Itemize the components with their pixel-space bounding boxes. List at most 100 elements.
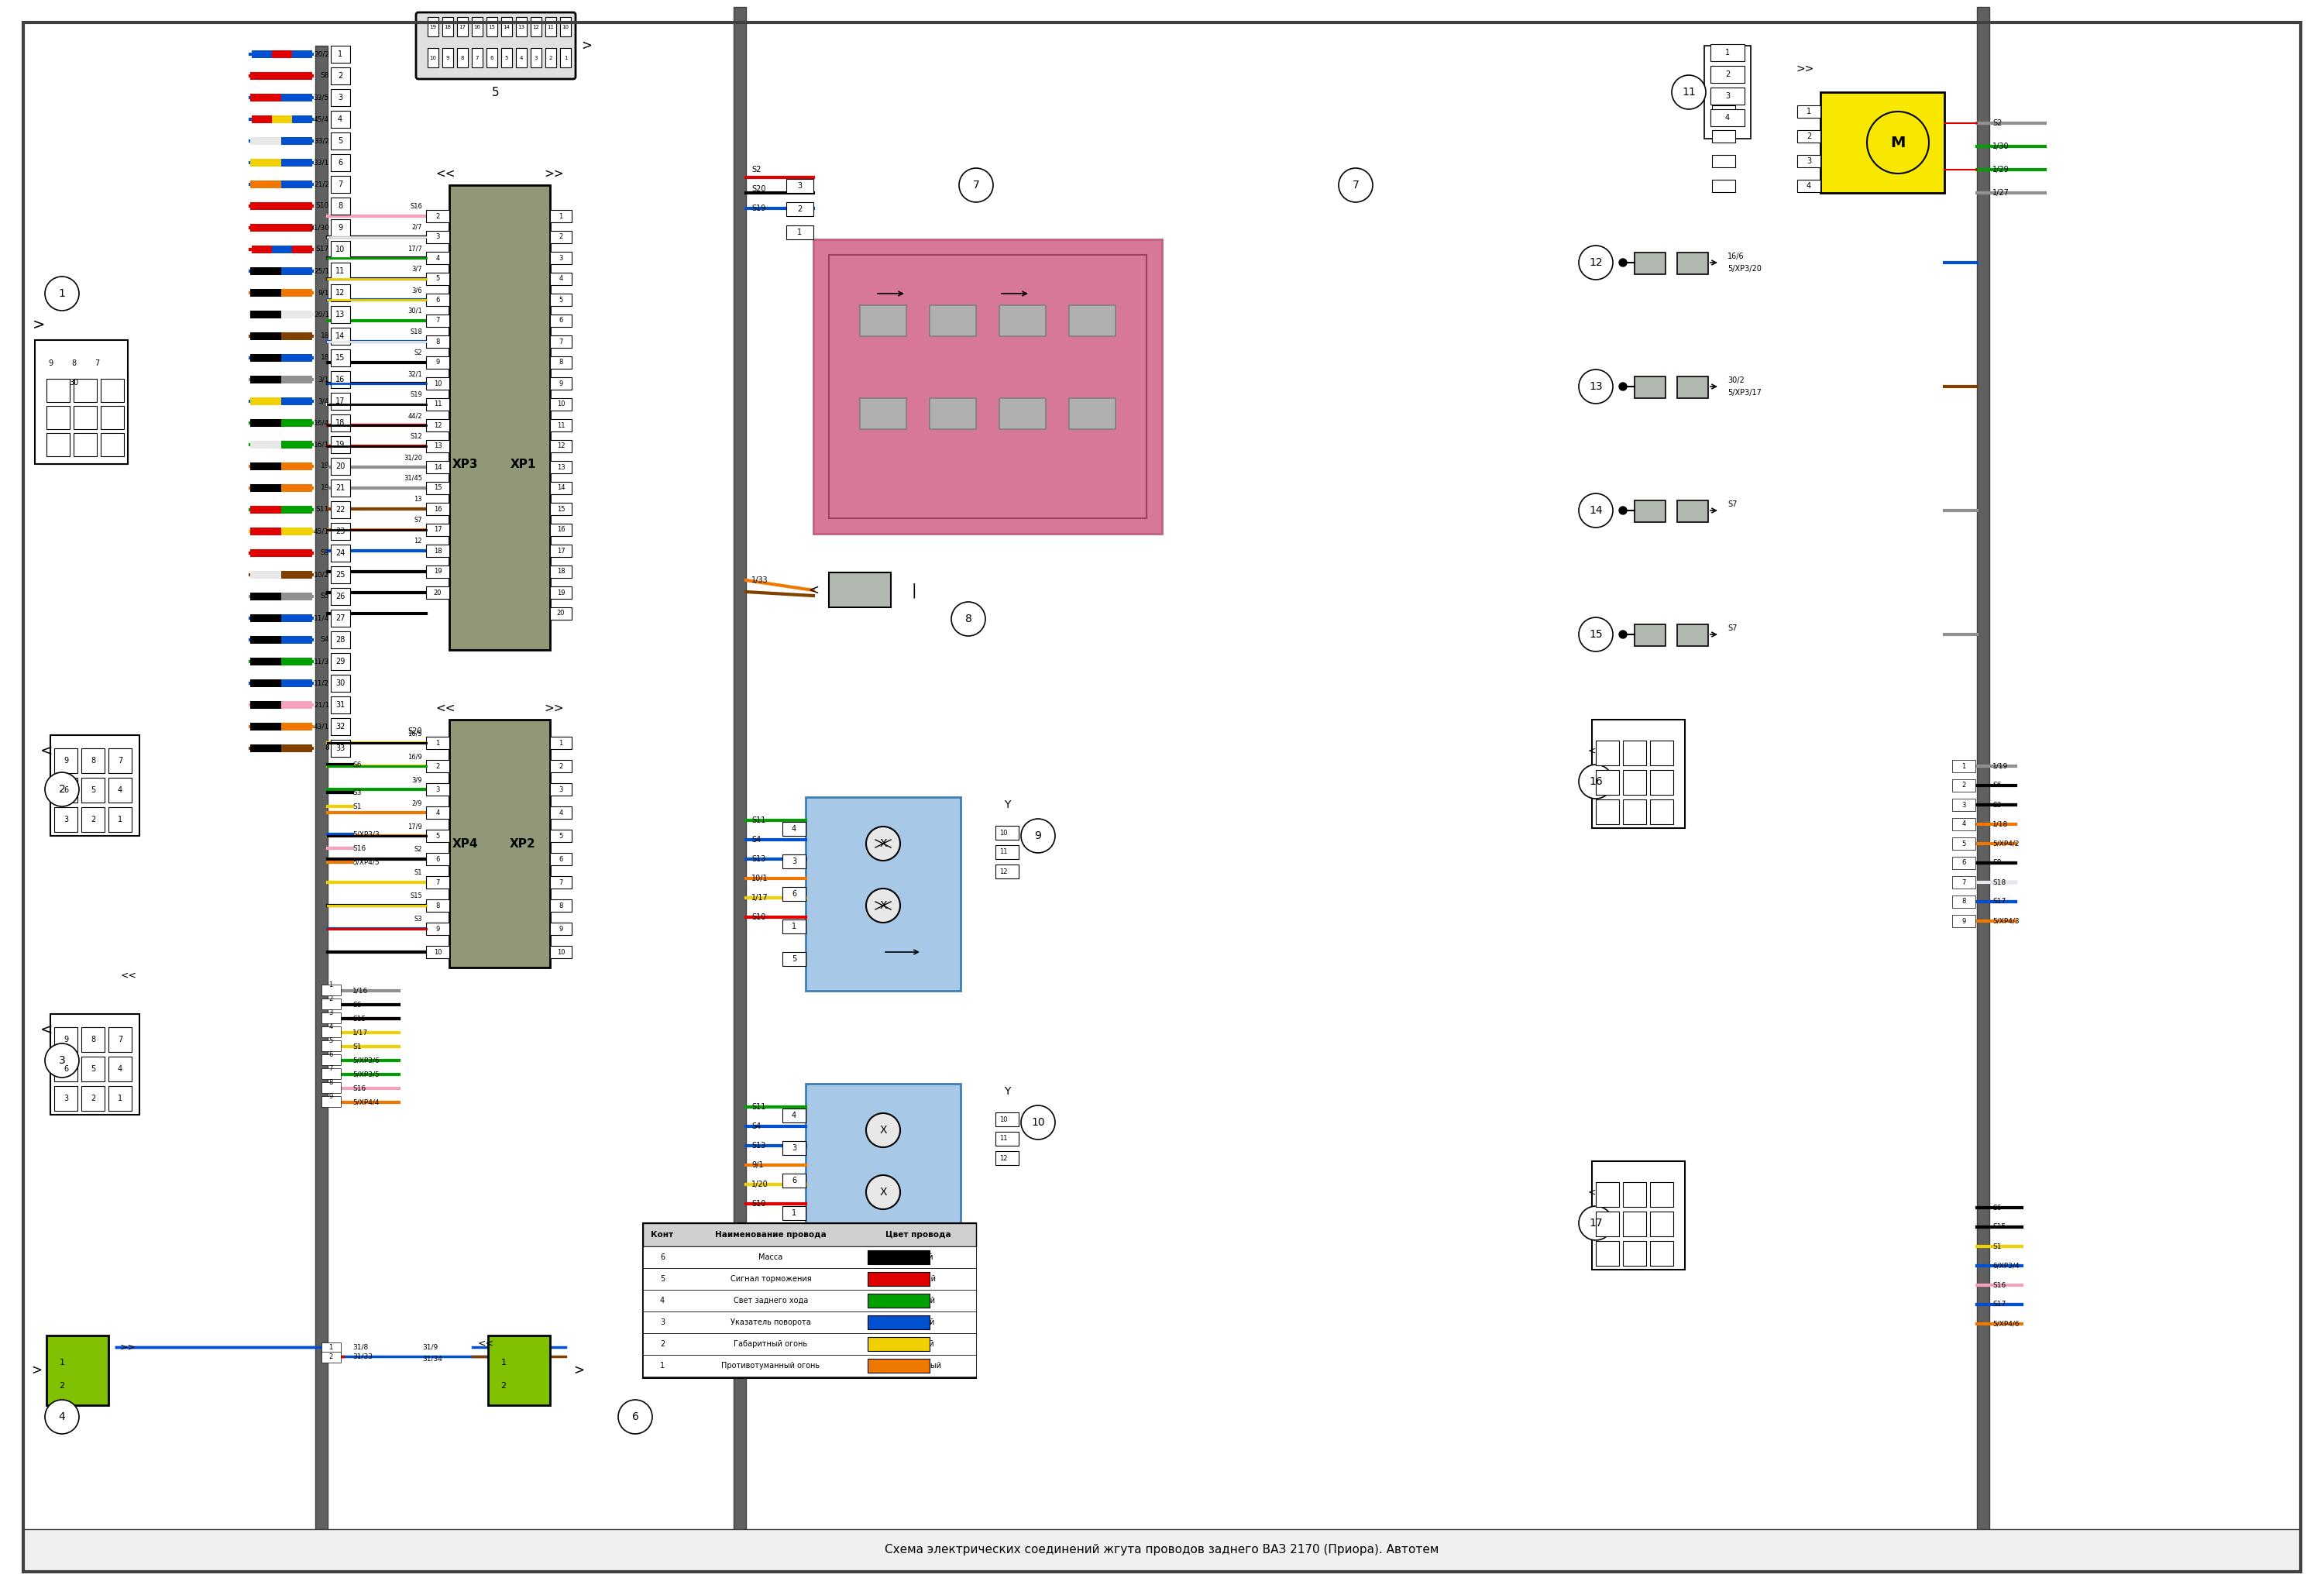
- Bar: [1710, 88, 1745, 105]
- Bar: [425, 783, 449, 796]
- Text: 4: 4: [435, 809, 439, 817]
- Text: 26: 26: [335, 593, 344, 600]
- Text: Y: Y: [1004, 1086, 1011, 1097]
- Bar: [281, 440, 311, 448]
- Text: 3/7: 3/7: [411, 266, 423, 273]
- Bar: [551, 807, 572, 818]
- Bar: [530, 48, 541, 67]
- Bar: [81, 1027, 105, 1053]
- Text: Противотуманный огонь: Противотуманный огонь: [720, 1362, 820, 1370]
- Bar: [272, 246, 293, 254]
- Text: 1: 1: [58, 289, 65, 298]
- Bar: [1622, 1212, 1645, 1236]
- Bar: [551, 759, 572, 772]
- Text: 4: 4: [435, 255, 439, 262]
- Bar: [330, 589, 351, 605]
- Circle shape: [1866, 112, 1929, 174]
- Bar: [109, 1086, 132, 1110]
- Text: 27: 27: [335, 614, 344, 622]
- Text: 10: 10: [999, 1116, 1006, 1123]
- Bar: [330, 740, 351, 758]
- Bar: [867, 1359, 930, 1373]
- Text: S18: S18: [1992, 879, 2006, 885]
- Text: >>: >>: [121, 1341, 135, 1353]
- Text: 9/1: 9/1: [318, 289, 330, 297]
- Text: 5/XP3/17: 5/XP3/17: [1727, 389, 1762, 397]
- Text: 1: 1: [792, 922, 797, 930]
- Bar: [281, 723, 311, 731]
- Text: 4: 4: [328, 1022, 332, 1030]
- Text: 2: 2: [58, 785, 65, 794]
- Text: 45/4: 45/4: [314, 116, 330, 123]
- Bar: [1952, 895, 1975, 908]
- Text: 4: 4: [521, 56, 523, 61]
- Bar: [251, 115, 272, 123]
- Bar: [81, 1086, 105, 1110]
- Text: 16: 16: [1590, 777, 1604, 786]
- Text: S20: S20: [409, 727, 423, 735]
- Bar: [1796, 180, 1820, 191]
- Text: 1/20: 1/20: [751, 1180, 769, 1188]
- Text: 31/30: 31/30: [309, 225, 330, 231]
- Bar: [251, 72, 281, 80]
- Text: 18: 18: [558, 568, 565, 576]
- Circle shape: [1671, 75, 1706, 108]
- Text: 17: 17: [558, 547, 565, 553]
- Bar: [1650, 1212, 1673, 1236]
- Text: 11: 11: [548, 26, 553, 29]
- Text: 29: 29: [335, 657, 344, 665]
- Bar: [1622, 740, 1645, 766]
- Circle shape: [44, 772, 79, 807]
- Bar: [644, 1290, 976, 1311]
- Bar: [330, 263, 351, 279]
- Text: 25: 25: [335, 571, 344, 579]
- Text: S11: S11: [751, 1104, 765, 1110]
- Bar: [321, 1054, 342, 1065]
- Bar: [1597, 1182, 1620, 1207]
- Bar: [251, 614, 281, 622]
- Text: S7: S7: [1727, 501, 1736, 509]
- Text: 7: 7: [435, 879, 439, 885]
- Bar: [783, 1109, 806, 1123]
- Text: 14: 14: [435, 464, 442, 471]
- Text: 33/5: 33/5: [314, 94, 330, 100]
- Text: 17: 17: [435, 526, 442, 533]
- Text: Желтый: Желтый: [902, 1340, 934, 1348]
- Text: 9: 9: [558, 380, 562, 388]
- Bar: [1650, 740, 1673, 766]
- Text: 3: 3: [58, 1054, 65, 1065]
- Text: 19: 19: [321, 463, 330, 471]
- Text: 1: 1: [119, 1094, 123, 1102]
- Bar: [293, 115, 311, 123]
- Bar: [281, 657, 311, 665]
- Bar: [551, 783, 572, 796]
- Bar: [330, 632, 351, 649]
- Bar: [1634, 252, 1666, 274]
- Text: 11: 11: [999, 1136, 1006, 1142]
- Bar: [1634, 624, 1666, 646]
- Text: 13: 13: [558, 464, 565, 471]
- Bar: [251, 268, 281, 274]
- Text: 8: 8: [337, 203, 342, 211]
- Bar: [551, 876, 572, 888]
- Text: Голубой: Голубой: [902, 1319, 934, 1325]
- Circle shape: [1620, 630, 1627, 638]
- Bar: [251, 571, 281, 579]
- Bar: [644, 1223, 976, 1246]
- Text: S3: S3: [1992, 801, 2001, 809]
- Text: 10: 10: [1032, 1116, 1046, 1128]
- Bar: [867, 1294, 930, 1308]
- Text: 16: 16: [435, 506, 442, 512]
- Text: >: >: [30, 1364, 42, 1378]
- Bar: [281, 571, 311, 579]
- Text: S1: S1: [414, 869, 423, 876]
- Bar: [830, 255, 1146, 518]
- Text: 7: 7: [1961, 879, 1966, 885]
- Text: 3/1: 3/1: [318, 376, 330, 383]
- Bar: [321, 1027, 342, 1037]
- Text: XP1: XP1: [509, 458, 537, 471]
- Text: 3: 3: [63, 815, 67, 823]
- Bar: [330, 67, 351, 85]
- Bar: [81, 748, 105, 774]
- Text: 3: 3: [1806, 158, 1810, 164]
